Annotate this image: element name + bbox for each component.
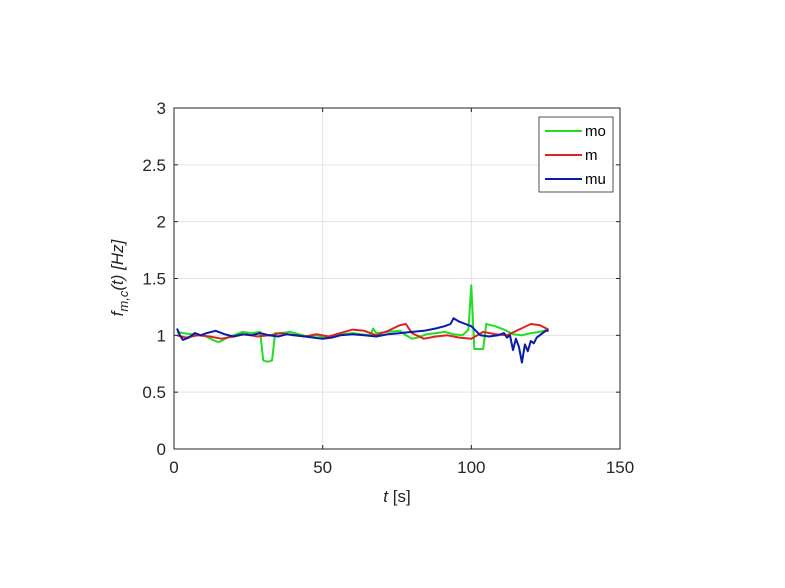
y-tick-label: 2.5 — [142, 156, 166, 175]
x-tick-label: 100 — [457, 458, 485, 477]
x-tick-label: 0 — [169, 458, 178, 477]
legend-label-mu: mu — [585, 171, 606, 188]
x-axis-label: t [s] — [383, 487, 410, 506]
legend: mo m mu — [538, 116, 614, 193]
series-group — [176, 284, 550, 364]
legend-label-m: m — [585, 147, 598, 164]
y-tick-label: 3 — [157, 99, 166, 118]
x-tick-label: 150 — [606, 458, 634, 477]
legend-items: mo m mu — [545, 123, 606, 188]
x-tick-label: 50 — [313, 458, 332, 477]
y-tick-label: 2 — [157, 213, 166, 232]
y-tick-label: 1.5 — [142, 270, 166, 289]
y-tick-label: 1 — [157, 326, 166, 345]
legend-label-mo: mo — [585, 123, 606, 140]
y-axis-label: fm,c(t) [Hz] — [108, 238, 131, 316]
y-tick-label: 0 — [157, 440, 166, 459]
ticks: 0 50 100 150 0 0.5 1 1.5 2 2.5 3 — [142, 99, 634, 477]
y-tick-label: 0.5 — [142, 383, 166, 402]
series-line-mu — [176, 317, 549, 364]
